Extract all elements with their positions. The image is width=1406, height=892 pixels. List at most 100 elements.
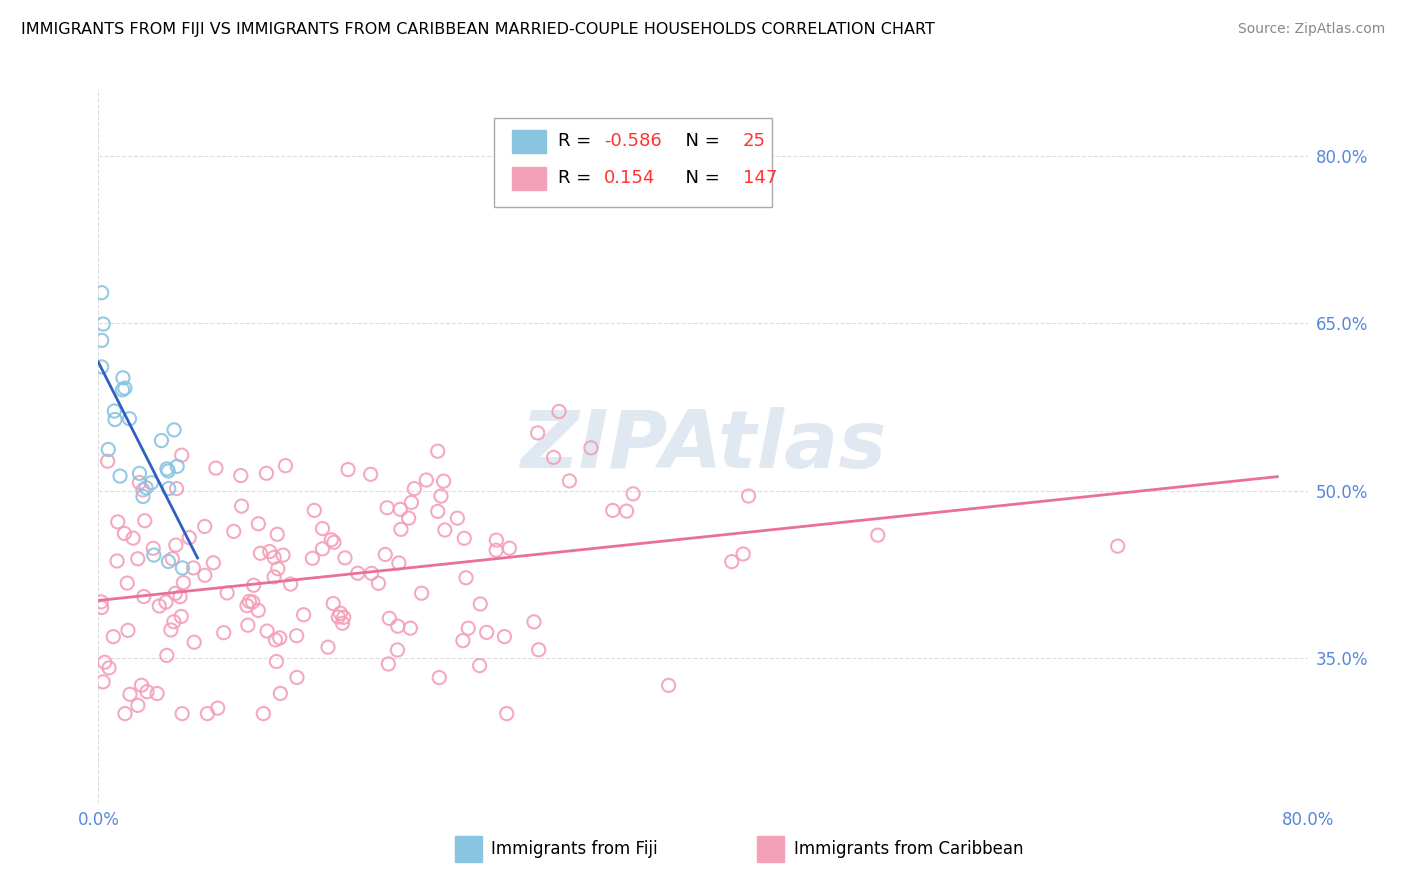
- Point: [132, 590, 155, 604]
- Point: [212, 625, 235, 640]
- Point: [217, 586, 239, 600]
- Point: [426, 444, 449, 458]
- Point: [97, 454, 120, 468]
- Point: [131, 678, 153, 692]
- Point: [118, 411, 141, 425]
- Point: [526, 425, 548, 440]
- Point: [616, 504, 638, 518]
- Point: [112, 526, 135, 541]
- Point: [103, 404, 125, 418]
- FancyBboxPatch shape: [512, 167, 546, 190]
- Text: Immigrants from Caribbean: Immigrants from Caribbean: [793, 840, 1024, 858]
- FancyBboxPatch shape: [758, 837, 785, 862]
- Point: [387, 619, 409, 633]
- Point: [254, 467, 277, 481]
- Point: [91, 317, 114, 331]
- Text: IMMIGRANTS FROM FIJI VS IMMIGRANTS FROM CARIBBEAN MARRIED-COUPLE HOUSEHOLDS CORR: IMMIGRANTS FROM FIJI VS IMMIGRANTS FROM …: [21, 22, 935, 37]
- Point: [150, 434, 173, 448]
- Point: [337, 462, 360, 476]
- Point: [242, 595, 264, 609]
- Point: [267, 562, 290, 576]
- Point: [866, 528, 889, 542]
- Point: [266, 655, 288, 669]
- Point: [90, 595, 112, 609]
- Point: [148, 599, 170, 613]
- Point: [128, 475, 150, 490]
- Point: [430, 489, 453, 503]
- Point: [266, 527, 288, 541]
- Text: Immigrants from Fiji: Immigrants from Fiji: [492, 840, 658, 858]
- Point: [346, 566, 368, 581]
- Point: [90, 334, 112, 348]
- Point: [388, 556, 411, 570]
- Point: [433, 474, 456, 488]
- Point: [166, 482, 188, 496]
- Point: [426, 504, 449, 518]
- Point: [132, 490, 155, 504]
- Text: R =: R =: [558, 169, 598, 187]
- Point: [160, 623, 183, 637]
- Point: [105, 554, 128, 568]
- Point: [97, 442, 120, 457]
- Point: [498, 541, 520, 556]
- Text: -0.586: -0.586: [603, 132, 662, 150]
- Text: 25: 25: [742, 132, 766, 150]
- Point: [453, 531, 475, 545]
- Point: [195, 706, 218, 721]
- Point: [658, 678, 681, 692]
- Point: [249, 546, 271, 560]
- Point: [207, 701, 229, 715]
- Point: [135, 481, 157, 495]
- Point: [264, 632, 287, 647]
- Point: [378, 611, 401, 625]
- Point: [475, 625, 498, 640]
- Point: [360, 467, 382, 482]
- Point: [222, 524, 245, 539]
- Point: [202, 556, 225, 570]
- Point: [269, 686, 291, 700]
- Point: [117, 624, 139, 638]
- Point: [229, 468, 252, 483]
- Point: [333, 550, 356, 565]
- Point: [165, 538, 187, 552]
- Point: [470, 597, 492, 611]
- Point: [111, 383, 134, 397]
- Point: [172, 706, 194, 721]
- Point: [311, 522, 333, 536]
- Point: [157, 482, 180, 496]
- Point: [165, 586, 187, 600]
- Point: [247, 516, 270, 531]
- Point: [134, 514, 156, 528]
- Point: [269, 631, 291, 645]
- Point: [433, 523, 456, 537]
- Point: [172, 561, 194, 575]
- Point: [411, 586, 433, 600]
- Point: [389, 502, 412, 516]
- Point: [285, 670, 308, 684]
- Point: [468, 658, 491, 673]
- Point: [108, 469, 131, 483]
- Point: [579, 441, 602, 455]
- Point: [523, 615, 546, 629]
- Point: [93, 655, 115, 669]
- Point: [122, 531, 145, 545]
- Point: [155, 595, 177, 609]
- Point: [485, 533, 508, 548]
- Point: [231, 499, 253, 513]
- Point: [375, 500, 398, 515]
- Point: [621, 487, 644, 501]
- Point: [301, 551, 323, 566]
- Point: [90, 600, 112, 615]
- Point: [118, 687, 141, 701]
- Point: [157, 555, 180, 569]
- Point: [127, 551, 149, 566]
- Point: [242, 578, 264, 592]
- Point: [114, 381, 136, 395]
- Point: [141, 475, 163, 490]
- Point: [263, 550, 285, 565]
- Point: [128, 467, 150, 481]
- Text: 147: 147: [742, 169, 778, 187]
- Point: [236, 599, 259, 613]
- Point: [263, 570, 285, 584]
- Point: [543, 450, 565, 465]
